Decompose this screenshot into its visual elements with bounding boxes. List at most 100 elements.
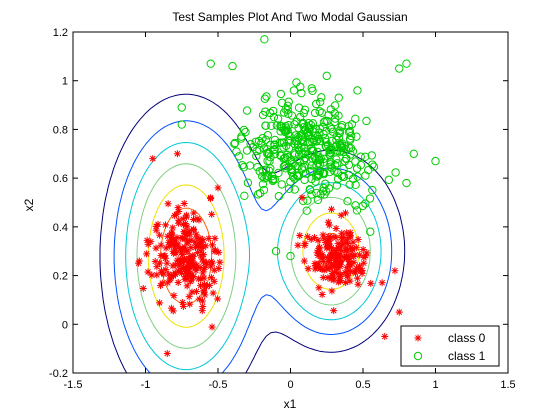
data-point-class-1 [300,153,310,163]
data-point-class-1 [302,206,311,215]
data-point-class-1 [361,171,370,180]
data-point-class-0 [346,262,354,270]
data-point-class-0 [208,259,216,267]
data-point-class-0 [214,184,222,192]
y-tick-label: 0.8 [53,124,68,136]
data-point-class-0 [320,235,328,243]
data-point-class-0 [201,280,209,288]
x-tick-label: -1 [141,379,151,391]
x-tick-label: 0 [287,379,293,391]
data-point-class-1 [337,121,347,130]
data-point-class-1 [395,64,404,73]
data-point-class-1 [259,144,269,153]
data-point-class-0 [178,234,186,242]
data-point-class-1 [312,137,321,146]
legend-label-class-1: class 1 [448,349,486,363]
data-point-class-1 [291,161,300,171]
data-point-class-0 [193,261,201,269]
x-tick-label: -0.5 [209,379,228,391]
data-point-class-0 [174,278,182,286]
data-point-class-0 [362,252,370,260]
y-tick-label: 0.4 [53,222,68,234]
data-point-class-0 [182,221,190,229]
data-point-class-1 [304,118,313,128]
data-point-class-1 [243,178,253,187]
data-point-class-0 [304,265,312,273]
data-point-class-1 [327,124,336,134]
data-point-class-1 [310,153,320,162]
data-point-class-0 [135,257,143,265]
data-point-class-1 [332,155,341,164]
data-point-class-0 [304,233,312,241]
data-point-class-1 [315,124,325,133]
data-point-class-0 [172,242,180,250]
data-point-class-0 [200,274,208,282]
data-point-class-0 [186,300,194,308]
data-point-class-1 [402,59,411,68]
data-point-class-0 [294,241,302,249]
data-point-class-1 [242,106,252,115]
data-point-class-0 [160,270,168,278]
data-point-class-0 [165,242,173,250]
data-point-class-1 [228,61,237,71]
y-tick-label: -0.2 [49,368,68,380]
data-point-class-0 [179,215,187,223]
data-point-class-1 [351,180,360,190]
data-point-class-1 [253,190,263,199]
legend-circle-icon [413,351,423,361]
data-point-class-0 [194,248,202,256]
data-point-class-0 [169,262,177,270]
data-point-class-0 [152,244,160,252]
data-point-class-1 [339,164,348,174]
data-point-class-1 [339,172,348,182]
data-point-class-1 [300,126,309,135]
data-point-class-0 [143,250,151,258]
data-point-class-1 [239,162,248,172]
data-point-class-1 [262,171,271,180]
data-point-class-1 [279,162,289,171]
data-point-class-0 [298,194,306,202]
data-point-class-0 [174,267,182,275]
data-point-class-0 [215,248,223,256]
data-point-class-1 [206,59,215,68]
data-point-class-1 [253,163,262,172]
data-point-class-1 [286,251,295,261]
data-point-class-0 [314,236,322,244]
data-point-class-0 [311,260,319,268]
data-point-class-1 [311,99,321,109]
data-point-class-1 [323,141,333,150]
data-point-class-1 [294,146,304,155]
data-point-class-0 [349,238,357,246]
data-point-class-0 [183,282,191,290]
data-point-class-0 [185,263,193,271]
data-point-class-1 [276,151,286,161]
data-point-class-0 [182,247,190,255]
data-point-class-1 [276,127,285,136]
data-point-class-1 [368,160,377,169]
data-point-class-0 [215,264,223,272]
data-point-class-0 [151,257,159,265]
data-point-class-0 [320,266,328,274]
y-axis-label: x2 [22,198,36,211]
data-point-class-1 [289,86,299,95]
data-point-class-1 [308,119,318,128]
data-point-class-1 [352,164,362,173]
data-point-class-0 [188,288,196,296]
data-point-class-1 [239,125,249,135]
data-point-class-1 [299,162,309,171]
data-point-class-1 [303,196,312,205]
data-point-class-0 [175,219,183,227]
data-point-class-0 [315,284,323,292]
data-point-class-0 [325,221,333,229]
data-point-class-1 [334,93,343,102]
data-point-class-0 [154,220,162,228]
data-point-class-1 [311,124,320,134]
data-point-class-1 [316,154,326,163]
data-point-class-0 [327,260,335,268]
data-point-class-0 [148,271,156,279]
data-point-class-0 [327,205,335,213]
data-point-class-1 [431,156,440,166]
data-point-class-1 [333,159,342,168]
data-point-class-0 [319,231,327,239]
data-point-class-0 [170,249,178,257]
